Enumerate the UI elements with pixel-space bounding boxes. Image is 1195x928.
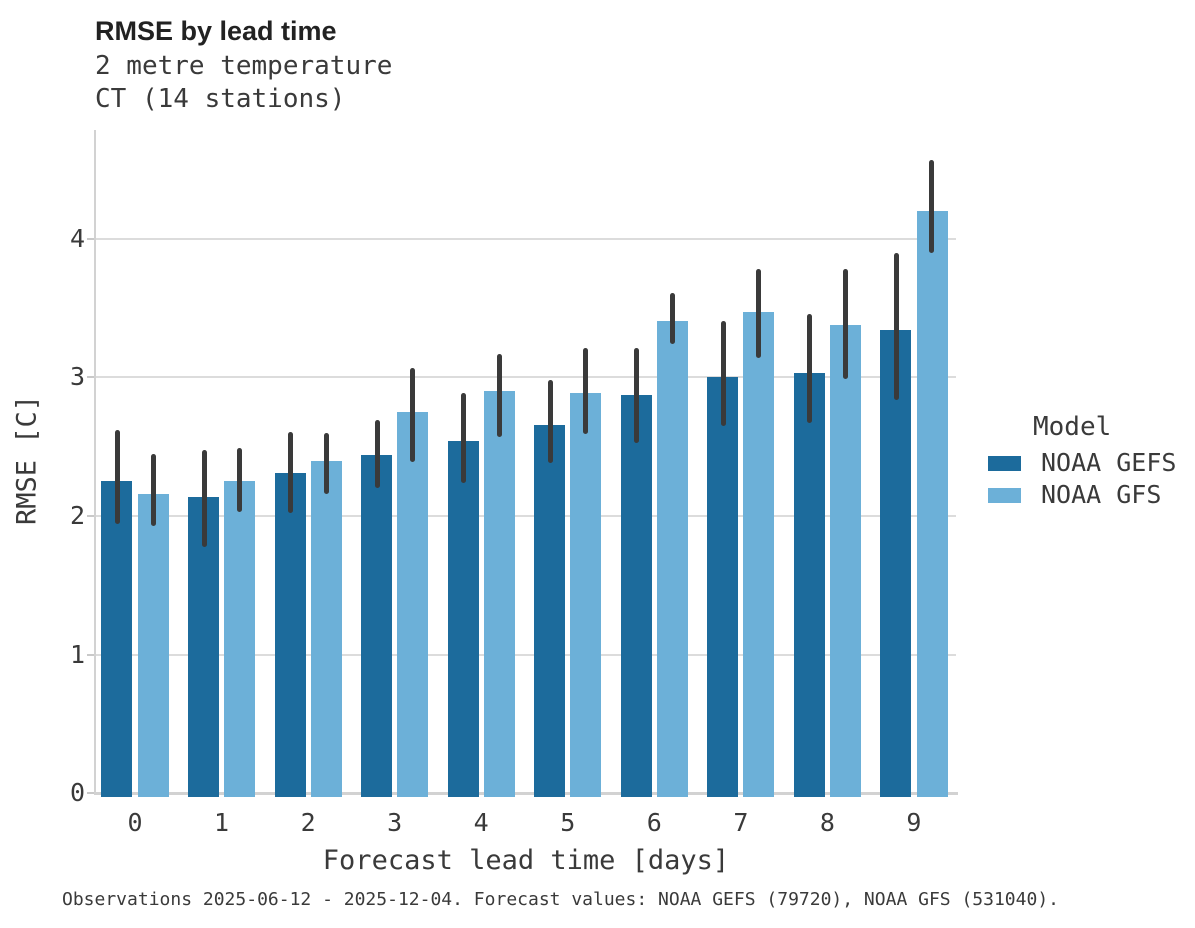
y-tick-label-2: 2 — [69, 501, 85, 531]
bar-noaa-gfs-day7 — [743, 312, 775, 797]
error-bar-noaa-gefs-day3 — [374, 420, 380, 489]
error-bar-noaa-gefs-day4 — [461, 392, 467, 483]
noaa-gfs-label: NOAA GFS — [1041, 480, 1162, 509]
error-bar-noaa-gefs-day6 — [634, 348, 640, 443]
bar-noaa-gefs-day8 — [793, 373, 825, 797]
bar-noaa-gfs-day5 — [570, 392, 602, 797]
error-bar-noaa-gefs-day8 — [807, 313, 813, 424]
x-tick-label-3: 3 — [387, 808, 403, 837]
x-tick-label-0: 0 — [127, 808, 143, 837]
error-bar-noaa-gfs-day0 — [150, 453, 156, 526]
y-tick-2 — [87, 515, 94, 518]
legend-item-noaa-gefs: NOAA GEFS — [988, 448, 1176, 478]
gridline-y2 — [96, 515, 956, 518]
y-tick-0 — [87, 792, 94, 795]
error-bar-noaa-gfs-day8 — [842, 269, 848, 379]
noaa-gefs-label: NOAA GEFS — [1041, 448, 1177, 477]
bar-noaa-gfs-day6 — [656, 320, 688, 797]
y-tick-3 — [87, 376, 94, 379]
y-tick-label-3: 3 — [69, 362, 85, 392]
bar-noaa-gefs-day3 — [361, 455, 393, 797]
x-tick-label-8: 8 — [819, 808, 835, 837]
bar-noaa-gfs-day2 — [310, 460, 342, 797]
chart-title: RMSE by lead time — [95, 16, 337, 46]
gridline-y1 — [96, 653, 956, 656]
bar-noaa-gfs-day8 — [830, 324, 861, 797]
error-bar-noaa-gfs-day2 — [323, 432, 329, 494]
error-bar-noaa-gfs-day6 — [669, 292, 675, 345]
error-bar-noaa-gfs-day3 — [410, 367, 416, 462]
x-tick-label-4: 4 — [473, 808, 489, 837]
x-tick-label-2: 2 — [300, 808, 316, 837]
error-bar-noaa-gfs-day4 — [496, 353, 502, 438]
footer-caption: Observations 2025-06-12 - 2025-12-04. Fo… — [62, 889, 1059, 910]
error-bar-noaa-gefs-day9 — [893, 252, 899, 400]
error-bar-noaa-gefs-day2 — [288, 431, 294, 514]
chart-subtitle-variable: 2 metre temperature — [95, 51, 393, 81]
x-tick-label-9: 9 — [906, 808, 922, 837]
x-tick-label-1: 1 — [214, 808, 230, 837]
gridline-y3 — [96, 376, 956, 379]
noaa-gfs-swatch — [988, 487, 1021, 503]
bar-noaa-gefs-day2 — [274, 473, 306, 797]
bar-noaa-gefs-day6 — [620, 395, 652, 797]
bar-noaa-gefs-day7 — [707, 377, 739, 797]
legend-title: Model — [1033, 412, 1112, 442]
bar-noaa-gfs-day4 — [483, 391, 515, 797]
x-axis-line — [96, 791, 958, 795]
error-bar-noaa-gefs-day5 — [547, 380, 553, 464]
gridline-y4 — [96, 237, 956, 240]
bar-noaa-gfs-day9 — [916, 211, 948, 797]
bar-noaa-gfs-day1 — [224, 481, 256, 797]
chart-subtitle-region: CT (14 stations) — [95, 84, 346, 114]
error-bar-noaa-gfs-day7 — [756, 269, 762, 359]
y-axis-line — [94, 130, 96, 796]
error-bar-noaa-gfs-day1 — [237, 448, 243, 512]
bar-noaa-gefs-day4 — [447, 441, 479, 797]
bar-noaa-gefs-day5 — [534, 424, 566, 797]
noaa-gefs-swatch — [988, 455, 1021, 471]
error-bar-noaa-gfs-day5 — [583, 348, 589, 435]
x-tick-label-7: 7 — [733, 808, 749, 837]
bar-noaa-gefs-day0 — [101, 481, 133, 797]
y-tick-1 — [87, 653, 94, 656]
error-bar-noaa-gefs-day0 — [115, 430, 120, 525]
y-tick-4 — [87, 237, 94, 240]
x-axis-label: Forecast lead time [days] — [322, 845, 730, 876]
bar-noaa-gefs-day9 — [880, 330, 912, 797]
error-bar-noaa-gfs-day9 — [929, 159, 935, 253]
error-bar-noaa-gefs-day1 — [201, 449, 207, 547]
error-bar-noaa-gefs-day7 — [720, 320, 726, 426]
x-tick-label-6: 6 — [646, 808, 662, 837]
bar-noaa-gfs-day0 — [137, 493, 169, 797]
x-tick-label-5: 5 — [560, 808, 576, 837]
bar-noaa-gfs-day3 — [397, 412, 429, 797]
bar-noaa-gefs-day1 — [187, 496, 219, 797]
y-tick-label-4: 4 — [69, 223, 85, 253]
legend-item-noaa-gfs: NOAA GFS — [988, 480, 1161, 510]
y-tick-label-1: 1 — [69, 639, 85, 669]
y-tick-label-0: 0 — [69, 778, 85, 808]
